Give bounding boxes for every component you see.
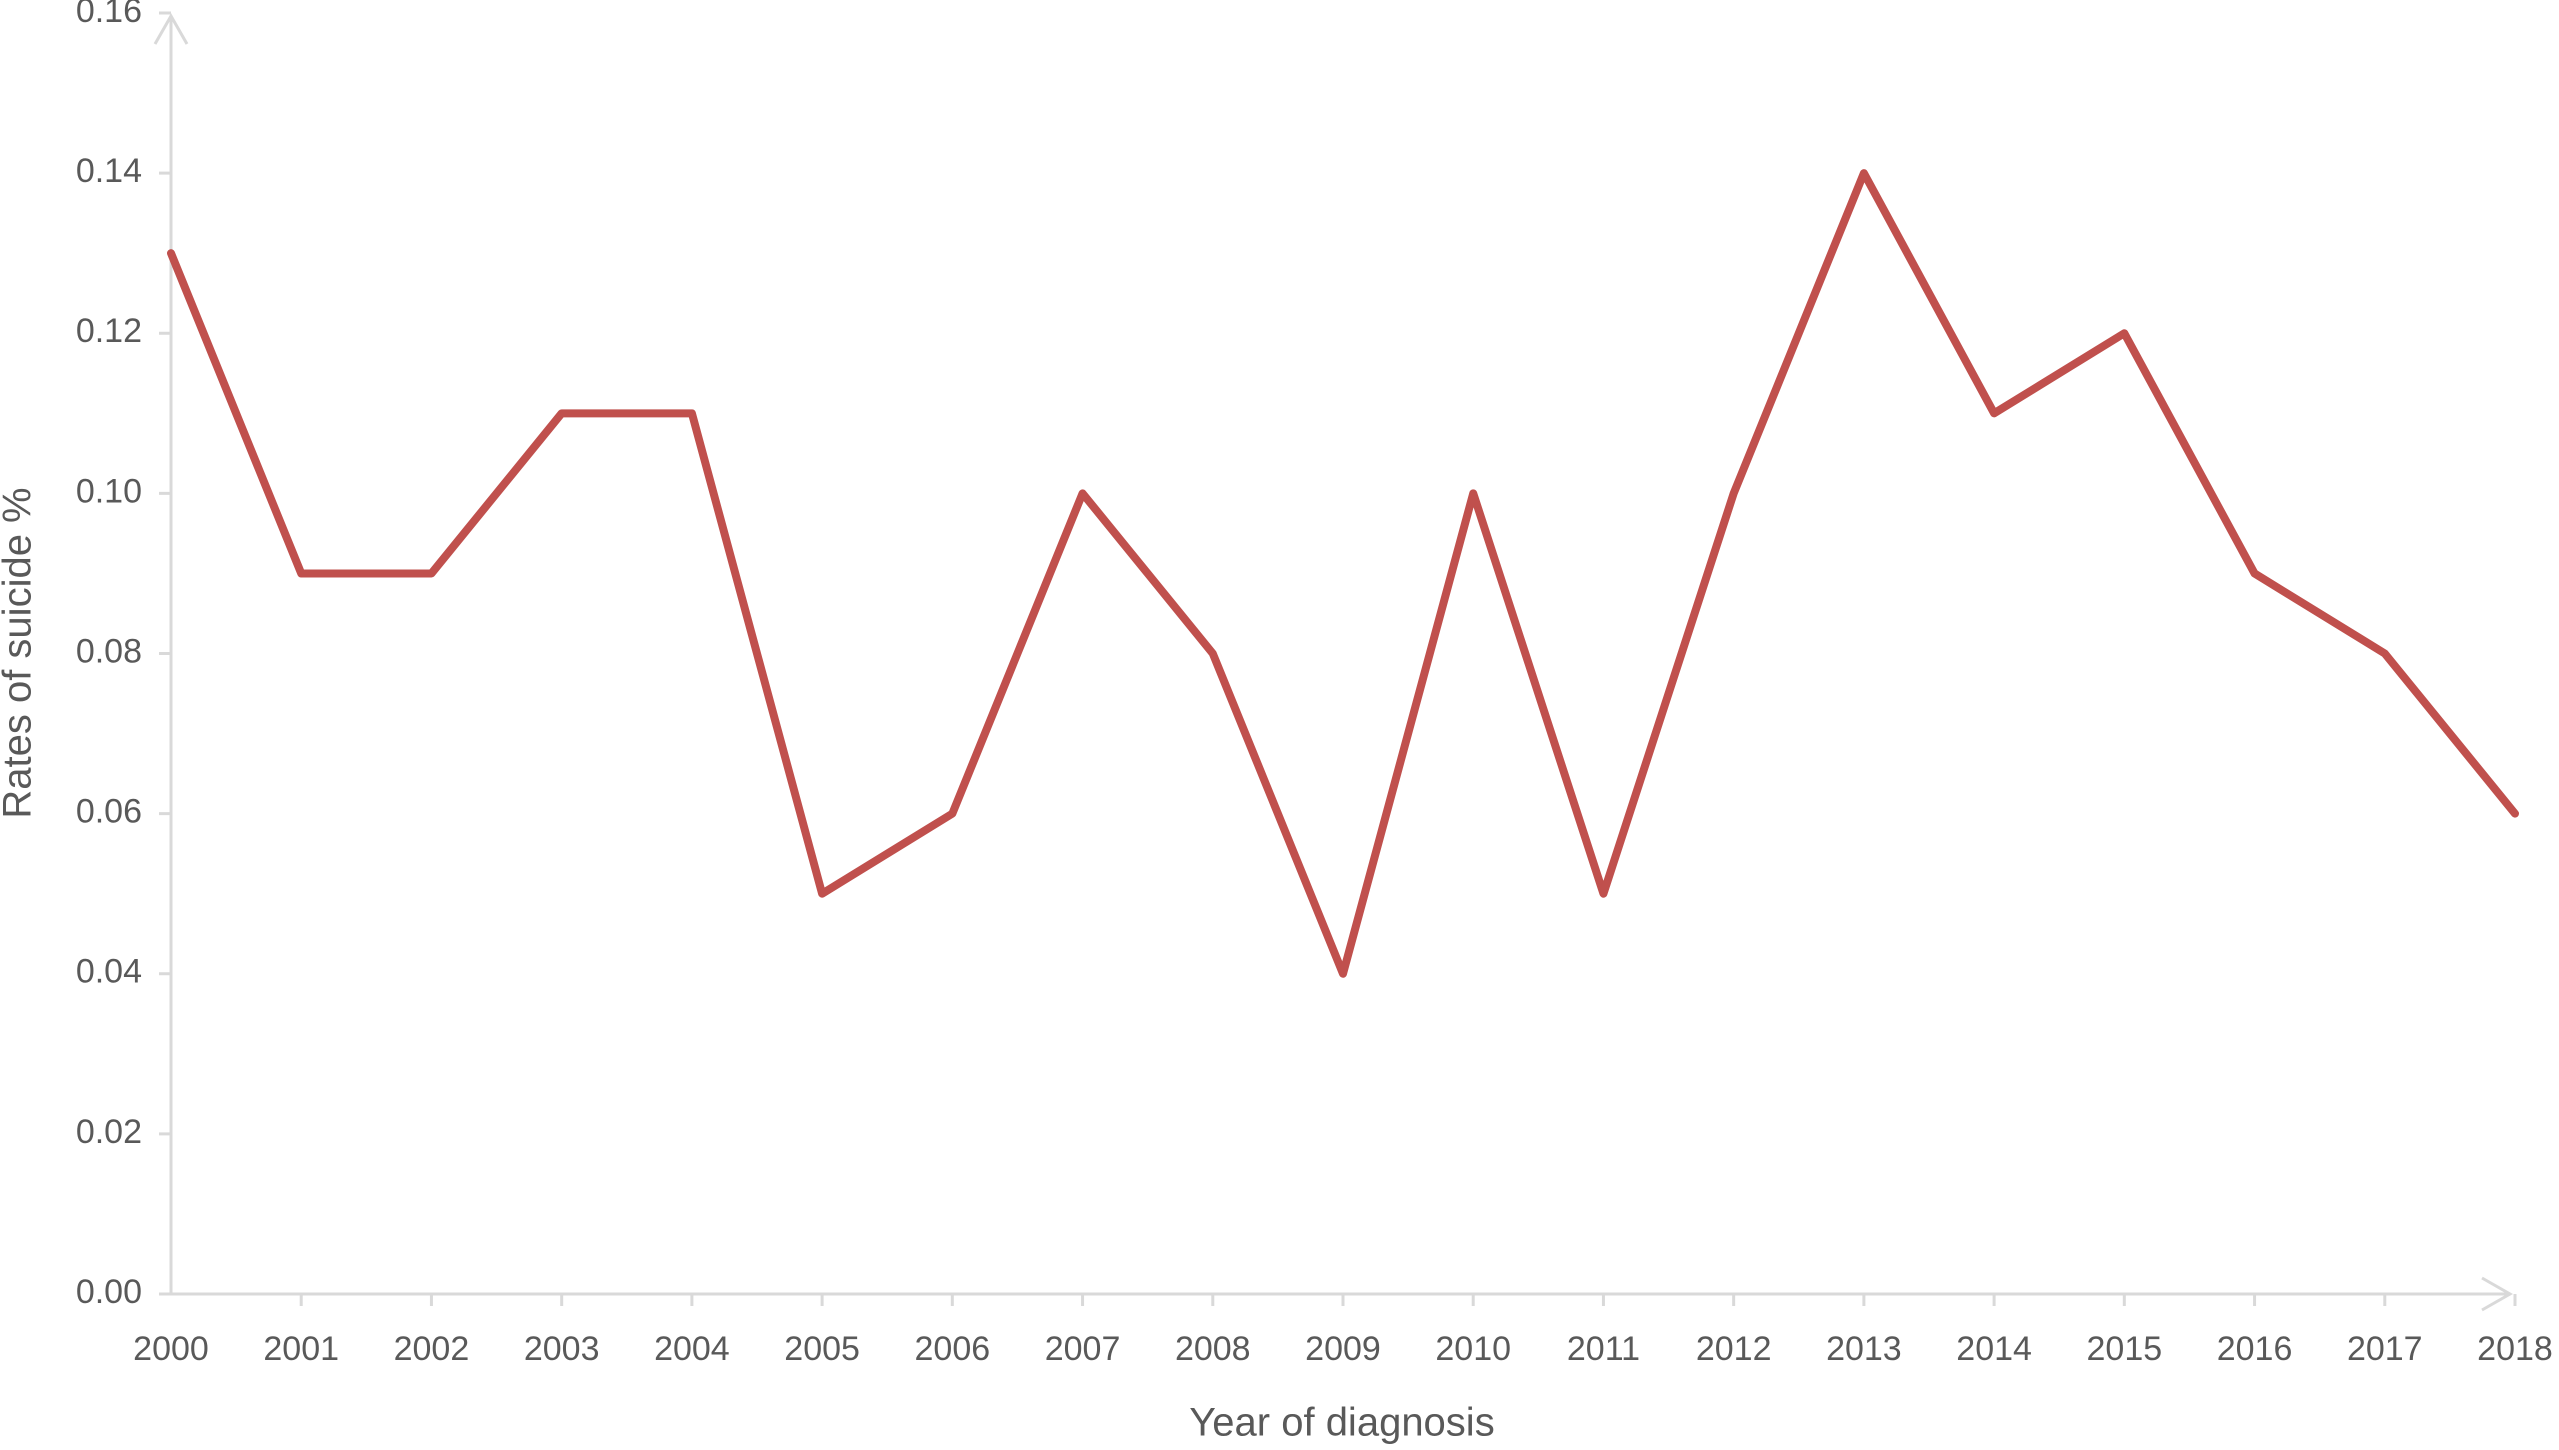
x-tick-label: 2007 xyxy=(1045,1330,1121,1368)
x-tick-label: 2003 xyxy=(524,1330,600,1368)
x-tick-label: 2018 xyxy=(2477,1330,2553,1368)
x-tick-label: 2006 xyxy=(915,1330,991,1368)
y-tick-label: 0.14 xyxy=(76,152,142,190)
x-tick-label: 2010 xyxy=(1435,1330,1511,1368)
x-tick-label: 2011 xyxy=(1567,1330,1640,1368)
x-axis-title: Year of diagnosis xyxy=(1189,1401,1494,1445)
y-tick-label: 0.04 xyxy=(76,953,142,991)
x-tick-label: 2012 xyxy=(1696,1330,1772,1368)
data-line xyxy=(167,169,2519,978)
x-tick-label: 2014 xyxy=(1956,1330,2032,1368)
y-tick-label: 0.06 xyxy=(76,793,142,831)
y-tick-label: 0.00 xyxy=(76,1273,142,1311)
y-tick-label: 0.12 xyxy=(76,312,142,350)
x-tick-label: 2004 xyxy=(654,1330,730,1368)
x-tick-label: 2013 xyxy=(1826,1330,1902,1368)
y-tick-label: 0.16 xyxy=(76,0,142,30)
y-axis-title: Rates of suicide % xyxy=(0,487,40,818)
x-tick-label: 2009 xyxy=(1305,1330,1381,1368)
y-tick-label: 0.10 xyxy=(76,472,142,510)
x-tick-label: 2002 xyxy=(394,1330,470,1368)
x-axis-arrow xyxy=(2481,1276,2514,1312)
y-tick-label: 0.02 xyxy=(76,1113,142,1151)
x-tick-label: 2016 xyxy=(2217,1330,2293,1368)
x-tick-label: 2005 xyxy=(784,1330,860,1368)
x-tick-label: 2008 xyxy=(1175,1330,1251,1368)
x-tick-label: 2015 xyxy=(2087,1330,2163,1368)
x-tick-label: 2001 xyxy=(263,1330,339,1368)
x-tick-label: 2000 xyxy=(133,1330,209,1368)
y-axis-arrow xyxy=(153,12,189,45)
y-tick-label: 0.08 xyxy=(76,632,142,670)
x-tick-label: 2017 xyxy=(2347,1330,2423,1368)
